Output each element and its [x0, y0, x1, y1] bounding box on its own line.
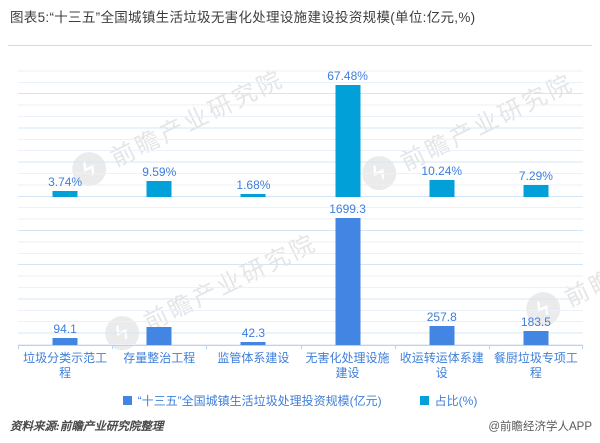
- legend-label: “十三五”全国城镇生活垃圾处理投资规模(亿元): [137, 394, 382, 408]
- bar: [240, 342, 266, 345]
- category-label: 收运转运体系建设: [399, 351, 484, 380]
- axis-tick: [112, 345, 114, 349]
- category-label: 垃圾分类示范工程: [23, 351, 108, 380]
- axis-tick: [488, 345, 490, 349]
- bar-value-label: 1699.3: [329, 202, 366, 216]
- bar-value-label: 67.48%: [327, 69, 368, 83]
- axis-tick: [300, 345, 302, 349]
- bar: [523, 185, 549, 197]
- brand-note: @前瞻经济学人APP: [488, 421, 592, 433]
- bar: [52, 338, 78, 345]
- bar: [240, 194, 266, 197]
- bar: [429, 180, 455, 197]
- bar-value-label: 7.29%: [518, 169, 553, 183]
- axis-tick: [582, 345, 583, 349]
- bar: [335, 218, 361, 345]
- title-divider: [8, 45, 592, 46]
- legend-label: 占比(%): [434, 394, 478, 408]
- legend-marker: [419, 396, 429, 405]
- legend-item-share: 占比(%): [419, 392, 478, 409]
- category-axis: 垃圾分类示范工程 存量整治工程 监管体系建设 无害化处理设施建设 收运转运体系建…: [18, 351, 583, 381]
- legend-marker: [122, 396, 132, 405]
- bar-value-label: 3.74%: [48, 175, 83, 189]
- bar-value-label: 9.59%: [142, 165, 177, 179]
- bar-value-label: 42.3: [241, 326, 266, 340]
- chart-legend: “十三五”全国城镇生活垃圾处理投资规模(亿元) 占比(%): [0, 392, 600, 409]
- bar-value-label: 1.68%: [236, 178, 271, 192]
- category-label: 餐厨垃圾专项工程: [493, 351, 578, 380]
- bar: [146, 327, 172, 345]
- bar: [523, 331, 549, 345]
- bar: [335, 85, 361, 197]
- axis-tick: [18, 345, 19, 349]
- bar-value-label: 257.8: [426, 310, 457, 324]
- bar-value-label: 183.5: [520, 315, 551, 329]
- bar-value-label: 10.24%: [421, 164, 463, 178]
- source-note: 资料来源:前瞻产业研究院整理: [10, 421, 164, 433]
- bar: [146, 181, 172, 197]
- chart-title: 图表5:“十三五”全国城镇生活垃圾无害化处理设施建设投资规模(单位:亿元,%): [10, 10, 476, 25]
- bar: [52, 191, 78, 197]
- axis-tick: [394, 345, 396, 349]
- bar-value-label: 94.1: [53, 322, 77, 336]
- category-label: 存量整治工程: [123, 351, 196, 365]
- legend-item-investment: “十三五”全国城镇生活垃圾处理投资规模(亿元): [122, 392, 382, 409]
- category-label: 监管体系建设: [217, 351, 290, 365]
- category-label: 无害化处理设施建设: [305, 351, 390, 380]
- axis-tick: [206, 345, 208, 349]
- plot-area: 94.1 42.3 1699.3 257.8 183.5 3.74% 9.59% 1.68% 6…: [18, 60, 583, 349]
- bar: [429, 326, 455, 345]
